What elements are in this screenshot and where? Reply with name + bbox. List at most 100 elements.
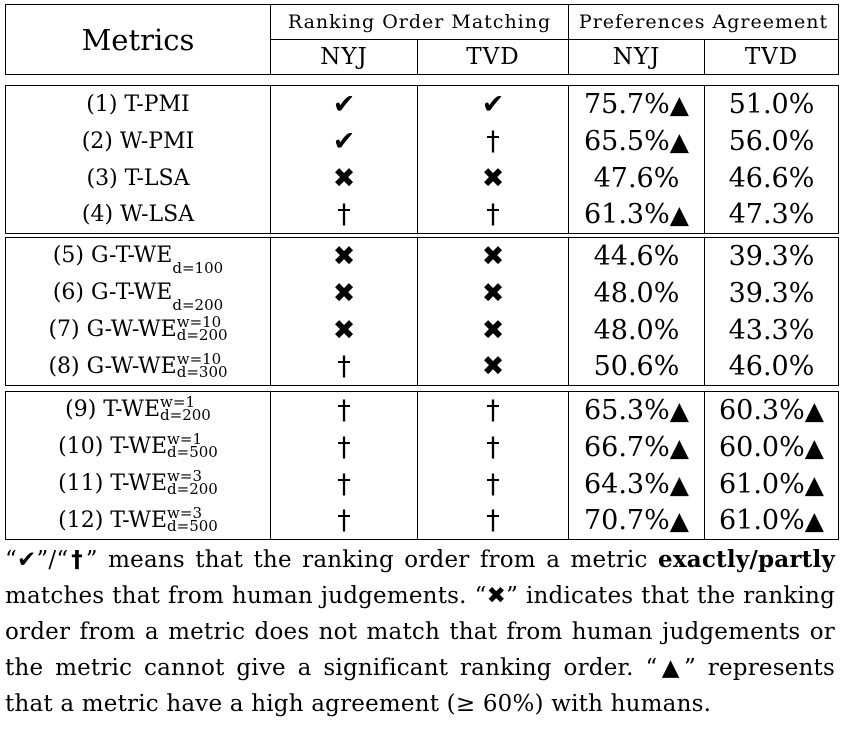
metric-name: (2) W-PMI xyxy=(81,128,195,154)
group-glove-embeddings: (5) G-T-WE d=100 ✖ ✖ 44.6% 39.3% (6) G-T-WE d=2… xyxy=(5,237,839,386)
header-rom-nyj: NYJ xyxy=(270,39,418,75)
metric-parameters: w=3 d=200 xyxy=(167,467,218,497)
percent-value: 46.6% xyxy=(728,162,815,194)
metric-superscript: w=3 xyxy=(167,467,202,485)
metric-name: (8) G-W-WE xyxy=(48,353,177,379)
pa-tvd-value: 43.3% xyxy=(704,311,839,349)
table-row: (9) T-WE w=1 d=200 † † 65.3%▲ 60.3%▲ xyxy=(5,391,839,429)
table-row: (5) G-T-WE d=100 ✖ ✖ 44.6% 39.3% xyxy=(5,237,839,278)
caption-text: “ xyxy=(5,547,17,573)
dagger-icon: † xyxy=(68,547,86,573)
percent-value: 61.0% xyxy=(718,505,805,537)
pa-tvd-value: 47.3% xyxy=(704,196,839,234)
percent-value: 46.0% xyxy=(728,351,815,383)
rom-tvd-mark-icon: ✖ xyxy=(417,348,569,386)
high-agreement-triangle-icon: ▲ xyxy=(804,432,824,462)
metric-superscript: w=1 xyxy=(160,393,195,412)
rom-nyj-mark-icon: ✔ xyxy=(270,122,418,160)
high-agreement-triangle-icon: ▲ xyxy=(669,469,689,499)
pa-tvd-value: 39.3% xyxy=(704,237,839,275)
percent-value: 44.6% xyxy=(593,240,680,272)
table-row: (6) G-T-WE d=200 ✖ ✖ 48.0% 39.3% xyxy=(5,274,839,314)
metric-name: (7) G-W-WE xyxy=(48,317,177,342)
metric-name: (6) G-T-WE xyxy=(52,280,173,305)
caption-text: ” means that the ranking order from a me… xyxy=(85,547,658,573)
group-count-methods: (1) T-PMI ✔ ✔ 75.7%▲ 51.0% (2) W-PMI ✔ † 65.5%▲ 5… xyxy=(5,85,839,234)
pa-tvd-value: 51.0% xyxy=(704,85,839,123)
metric-subscript: d=100 xyxy=(172,259,224,278)
high-agreement-triangle-icon: ▲ xyxy=(669,126,689,156)
rom-tvd-mark-icon: ✖ xyxy=(417,237,569,275)
high-agreement-triangle-icon: ▲ xyxy=(669,200,689,230)
rom-tvd-mark-icon: † xyxy=(417,465,569,503)
pa-tvd-value: 39.3% xyxy=(704,274,839,312)
pa-nyj-value: 66.7%▲ xyxy=(568,428,705,466)
metric-label: (7) G-W-WE w=10 d=200 xyxy=(5,311,271,349)
percent-value: 47.6% xyxy=(593,162,680,194)
table-row: (8) G-W-WE w=10 d=300 † ✖ 50.6% 46.0% xyxy=(5,348,839,386)
cross-icon: ✖ xyxy=(486,583,507,609)
metric-superscript: w=10 xyxy=(176,349,222,368)
metric-subscript: d=300 xyxy=(176,362,228,381)
pa-nyj-value: 65.5%▲ xyxy=(568,122,705,160)
table-row: (3) T-LSA ✖ ✖ 47.6% 46.6% xyxy=(5,159,839,197)
table-row: (2) W-PMI ✔ † 65.5%▲ 56.0% xyxy=(5,122,839,160)
rom-nyj-mark-icon: † xyxy=(270,502,418,540)
pa-nyj-value: 48.0% xyxy=(568,311,705,349)
metric-label: (6) G-T-WE d=200 xyxy=(5,274,271,314)
header-ranking-order-matching: Ranking Order Matching xyxy=(270,4,570,40)
header-pa-nyj: NYJ xyxy=(568,39,706,75)
rom-nyj-mark-icon: † xyxy=(270,465,418,503)
table-row: (1) T-PMI ✔ ✔ 75.7%▲ 51.0% xyxy=(5,85,839,123)
pa-nyj-value: 47.6% xyxy=(568,159,705,197)
metric-label: (12) T-WE w=3 d=500 xyxy=(5,502,271,540)
percent-value: 65.5% xyxy=(583,125,670,157)
rom-tvd-mark-icon: ✔ xyxy=(417,85,569,123)
high-agreement-triangle-icon: ▲ xyxy=(669,89,689,119)
pa-nyj-value: 61.3%▲ xyxy=(568,196,705,234)
metric-name: (5) G-T-WE xyxy=(52,243,173,269)
table-row: (10) T-WE w=1 d=500 † † 66.7%▲ 60.0%▲ xyxy=(5,428,839,466)
rom-nyj-mark-icon: † xyxy=(270,391,418,429)
metric-label: (3) T-LSA xyxy=(5,159,271,197)
percent-value: 51.0% xyxy=(728,88,815,120)
metric-name: (10) T-WE xyxy=(58,434,168,459)
metric-name: (4) W-LSA xyxy=(81,202,195,228)
pa-nyj-value: 65.3%▲ xyxy=(568,391,705,429)
rom-nyj-mark-icon: † xyxy=(270,428,418,466)
metric-label: (1) T-PMI xyxy=(5,85,271,123)
rom-tvd-mark-icon: ✖ xyxy=(417,159,569,197)
table-row: (12) T-WE w=3 d=500 † † 70.7%▲ 61.0%▲ xyxy=(5,502,839,540)
pa-tvd-value: 60.3%▲ xyxy=(704,391,839,429)
metric-name: (11) T-WE xyxy=(58,471,168,496)
metric-parameters: d=200 xyxy=(172,286,224,314)
header-rom-tvd: TVD xyxy=(417,39,570,75)
metric-subscript: d=200 xyxy=(172,296,224,314)
rom-tvd-mark-icon: † xyxy=(417,391,569,429)
percent-value: 60.3% xyxy=(718,394,805,426)
metric-parameters: d=100 xyxy=(172,249,224,278)
results-table: Metrics Ranking Order Matching Preferenc… xyxy=(5,4,840,75)
metric-label: (11) T-WE w=3 d=200 xyxy=(5,465,271,503)
percent-value: 64.3% xyxy=(583,468,670,500)
rom-tvd-mark-icon: ✖ xyxy=(417,311,569,349)
table-row: (7) G-W-WE w=10 d=200 ✖ ✖ 48.0% 43.3% xyxy=(5,311,839,349)
high-agreement-triangle-icon: ▲ xyxy=(804,395,824,425)
metric-name: (3) T-LSA xyxy=(86,165,190,191)
pa-nyj-value: 48.0% xyxy=(568,274,705,312)
table-row: (4) W-LSA † † 61.3%▲ 47.3% xyxy=(5,196,839,234)
caption-bold: exactly/partly xyxy=(658,546,836,573)
percent-value: 75.7% xyxy=(583,88,670,120)
rom-nyj-mark-icon: † xyxy=(270,196,418,234)
high-agreement-triangle-icon: ▲ xyxy=(804,469,824,499)
table-row: (11) T-WE w=3 d=200 † † 64.3%▲ 61.0%▲ xyxy=(5,465,839,503)
metric-superscript: w=10 xyxy=(176,313,222,331)
percent-value: 47.3% xyxy=(728,199,815,231)
metric-label: (9) T-WE w=1 d=200 xyxy=(5,391,271,429)
metric-label: (4) W-LSA xyxy=(5,196,271,234)
pa-tvd-value: 60.0%▲ xyxy=(704,428,839,466)
metric-name: (12) T-WE xyxy=(58,507,168,533)
percent-value: 39.3% xyxy=(728,277,815,309)
rom-nyj-mark-icon: ✖ xyxy=(270,311,418,349)
rom-nyj-mark-icon: ✖ xyxy=(270,237,418,275)
